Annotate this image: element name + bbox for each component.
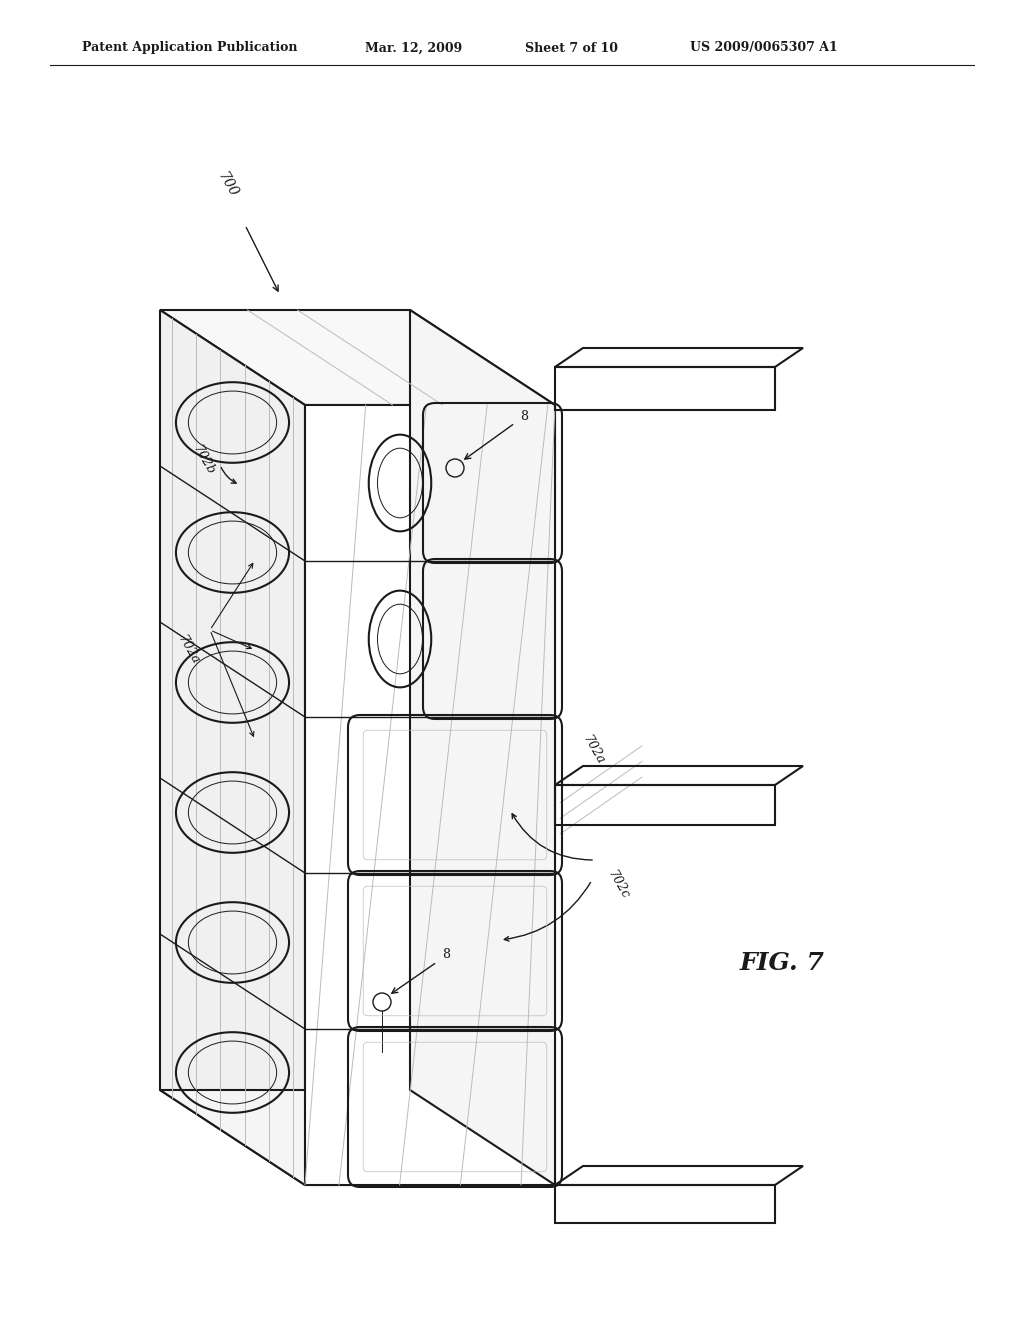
Polygon shape: [160, 310, 305, 1185]
Text: FIG. 7: FIG. 7: [740, 950, 825, 975]
Text: Sheet 7 of 10: Sheet 7 of 10: [525, 41, 618, 54]
Polygon shape: [305, 405, 555, 1185]
Text: 702a: 702a: [175, 634, 202, 667]
Polygon shape: [160, 1090, 555, 1185]
Text: Mar. 12, 2009: Mar. 12, 2009: [365, 41, 462, 54]
Polygon shape: [160, 310, 555, 405]
Text: Patent Application Publication: Patent Application Publication: [82, 41, 298, 54]
Polygon shape: [410, 310, 555, 1185]
Text: 702c: 702c: [605, 869, 632, 902]
Text: US 2009/0065307 A1: US 2009/0065307 A1: [690, 41, 838, 54]
Text: 702b: 702b: [190, 444, 217, 477]
Text: 700: 700: [215, 170, 241, 201]
Text: 8: 8: [442, 949, 450, 961]
Text: 702a: 702a: [580, 733, 607, 767]
Text: 8: 8: [520, 409, 528, 422]
